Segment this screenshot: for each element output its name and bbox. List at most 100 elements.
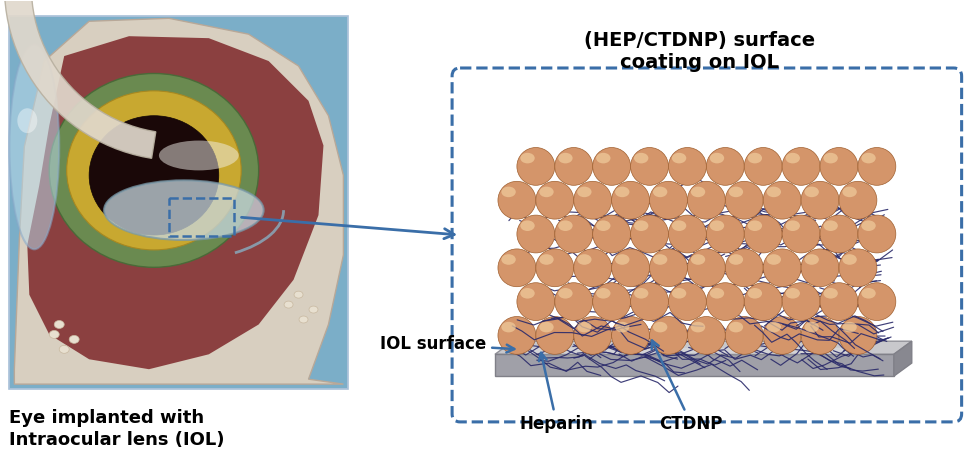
Ellipse shape (847, 202, 875, 211)
Ellipse shape (539, 186, 554, 197)
Ellipse shape (747, 153, 762, 163)
Ellipse shape (733, 202, 762, 211)
Ellipse shape (691, 186, 706, 197)
Ellipse shape (669, 148, 707, 185)
Ellipse shape (714, 168, 742, 177)
Ellipse shape (707, 148, 744, 185)
Ellipse shape (517, 283, 555, 320)
Ellipse shape (536, 249, 574, 287)
Ellipse shape (505, 337, 534, 346)
Ellipse shape (650, 181, 687, 219)
Ellipse shape (858, 283, 895, 320)
Ellipse shape (804, 186, 819, 197)
Ellipse shape (620, 269, 648, 278)
Ellipse shape (634, 153, 649, 163)
Ellipse shape (600, 168, 629, 177)
Ellipse shape (615, 186, 629, 197)
Ellipse shape (842, 186, 857, 197)
Ellipse shape (612, 249, 650, 287)
Ellipse shape (786, 220, 800, 231)
Ellipse shape (559, 288, 573, 299)
Ellipse shape (517, 148, 555, 185)
Ellipse shape (847, 269, 875, 278)
Ellipse shape (517, 215, 555, 253)
Ellipse shape (615, 254, 629, 265)
Ellipse shape (577, 186, 591, 197)
Ellipse shape (498, 249, 536, 287)
Ellipse shape (820, 148, 858, 185)
Ellipse shape (562, 168, 590, 177)
Ellipse shape (842, 254, 857, 265)
Ellipse shape (725, 317, 763, 354)
Ellipse shape (596, 153, 611, 163)
Ellipse shape (539, 254, 554, 265)
Ellipse shape (771, 337, 800, 346)
Ellipse shape (691, 254, 706, 265)
Ellipse shape (501, 254, 516, 265)
Polygon shape (5, 0, 206, 158)
Ellipse shape (828, 235, 856, 244)
FancyBboxPatch shape (11, 17, 348, 388)
Ellipse shape (505, 269, 534, 278)
Ellipse shape (687, 181, 725, 219)
Ellipse shape (592, 148, 630, 185)
Ellipse shape (612, 317, 650, 354)
Ellipse shape (733, 269, 762, 278)
Ellipse shape (672, 220, 686, 231)
Ellipse shape (612, 181, 650, 219)
Ellipse shape (582, 337, 610, 346)
Ellipse shape (707, 215, 744, 253)
Ellipse shape (842, 322, 857, 332)
Ellipse shape (695, 202, 723, 211)
Text: IOL surface: IOL surface (380, 335, 514, 354)
Ellipse shape (596, 288, 611, 299)
Ellipse shape (536, 181, 574, 219)
Ellipse shape (562, 303, 590, 312)
Ellipse shape (559, 153, 573, 163)
Ellipse shape (752, 235, 780, 244)
Ellipse shape (577, 322, 591, 332)
Ellipse shape (159, 141, 239, 170)
Polygon shape (893, 341, 912, 376)
Ellipse shape (582, 269, 610, 278)
Ellipse shape (763, 249, 802, 287)
Ellipse shape (804, 322, 819, 332)
Ellipse shape (69, 336, 79, 343)
Polygon shape (525, 348, 873, 354)
Ellipse shape (839, 249, 877, 287)
FancyBboxPatch shape (452, 68, 961, 422)
Ellipse shape (733, 337, 762, 346)
Ellipse shape (809, 269, 837, 278)
Ellipse shape (89, 116, 219, 235)
Ellipse shape (725, 181, 763, 219)
Ellipse shape (767, 322, 781, 332)
Ellipse shape (824, 220, 838, 231)
Ellipse shape (771, 202, 800, 211)
Ellipse shape (677, 168, 705, 177)
Ellipse shape (677, 235, 705, 244)
Text: Intraocular lens (IOL): Intraocular lens (IOL) (10, 431, 225, 449)
Ellipse shape (634, 220, 649, 231)
Ellipse shape (574, 317, 612, 354)
Ellipse shape (802, 181, 839, 219)
Ellipse shape (657, 269, 685, 278)
Ellipse shape (501, 186, 516, 197)
Ellipse shape (54, 320, 64, 329)
Ellipse shape (865, 303, 894, 312)
Ellipse shape (539, 322, 554, 332)
Ellipse shape (847, 337, 875, 346)
Ellipse shape (630, 283, 669, 320)
Ellipse shape (284, 301, 293, 308)
Ellipse shape (858, 215, 895, 253)
Ellipse shape (729, 186, 743, 197)
Ellipse shape (729, 322, 743, 332)
Ellipse shape (555, 148, 592, 185)
Ellipse shape (802, 249, 839, 287)
Ellipse shape (782, 215, 820, 253)
Ellipse shape (747, 288, 762, 299)
Ellipse shape (536, 317, 574, 354)
Ellipse shape (714, 303, 742, 312)
Ellipse shape (809, 337, 837, 346)
Ellipse shape (10, 44, 59, 249)
Ellipse shape (592, 215, 630, 253)
